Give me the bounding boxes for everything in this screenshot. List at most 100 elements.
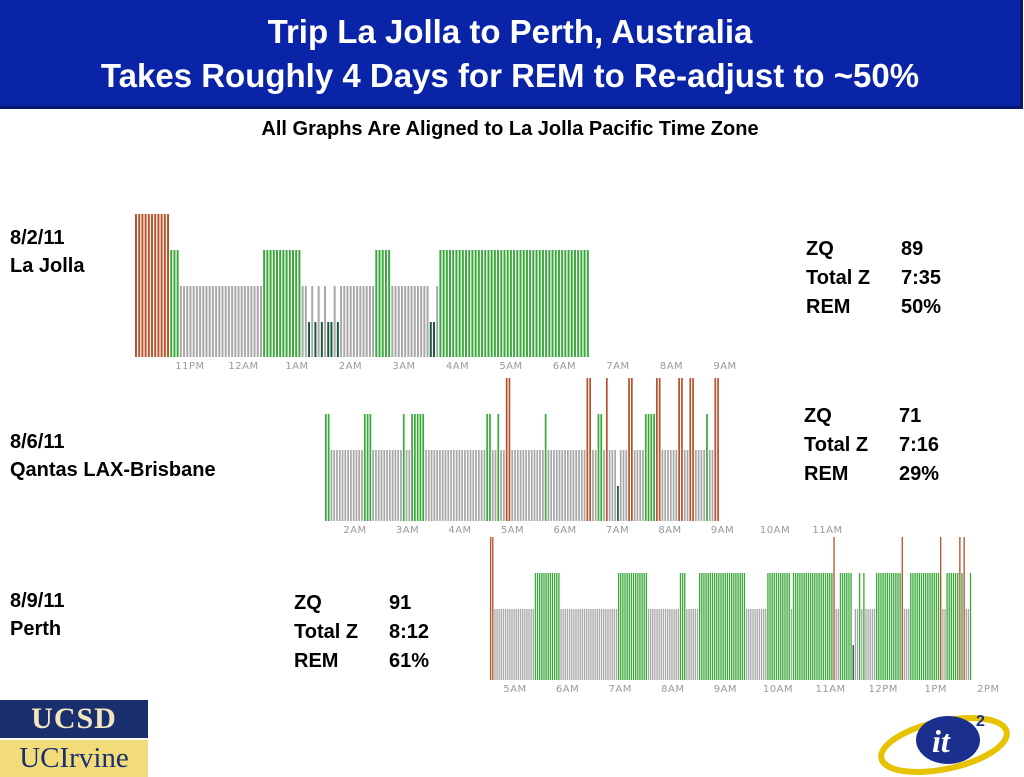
title-banner: Trip La Jolla to Perth, Australia Takes … [0,0,1023,109]
light-sleep-bar [603,450,605,521]
rem-bar [468,250,471,357]
rem-bar [839,573,842,680]
light-sleep-bar [686,609,688,680]
time-tick-label: 12AM [228,361,258,372]
wake-bar [586,378,589,521]
light-sleep-bar [594,609,596,680]
rem-bar [557,250,560,357]
rem-bar [327,414,330,521]
light-sleep-bar [686,450,689,521]
light-sleep-bar [186,286,189,357]
rem-bar [298,250,301,357]
rem-bar [519,250,522,357]
rem-bar [799,573,801,680]
rem-bar [626,573,628,680]
light-sleep-bar [605,609,607,680]
wake-bar [628,378,630,521]
rem-bar [720,573,722,680]
rem-bar [814,573,816,680]
time-tick-label: 11AM [815,684,845,695]
time-tick-label: 9AM [711,525,734,536]
light-sleep-bar [247,286,250,357]
rem-bar [878,573,880,680]
light-sleep-bar [503,450,505,521]
rem-bar [465,250,468,357]
rem-bar [893,573,895,680]
rem-value: 61% [389,650,430,672]
rem-bar [850,573,852,680]
light-sleep-bar [394,450,397,521]
light-sleep-bar [692,609,694,680]
rem-bar [650,414,653,521]
light-sleep-bar [708,450,711,521]
light-sleep-bar [690,609,692,680]
rem-bar [775,573,778,680]
light-sleep-bar [224,286,227,357]
rem-bar [630,573,633,680]
rem-bar [647,414,650,521]
hypnogram-night-2: 2AM 3AM 4AM 5AM 6AM 7AM 8AM 9AM 10AM 11AM [325,378,842,536]
rem-bar [910,573,912,680]
light-sleep-bar [583,450,586,521]
light-sleep-bar [383,450,386,521]
light-sleep-bar [427,450,430,521]
rem-bar [573,250,576,357]
rem-bar [497,250,500,357]
light-sleep-bar [639,450,642,521]
rem-bar [411,414,413,521]
rem-bar [474,250,477,357]
rem-label: REM [806,296,851,318]
wake-bar [714,378,717,521]
rem-bar [539,573,541,680]
light-sleep-bar [790,609,793,680]
deep-sleep-bar [336,322,339,357]
light-sleep-bar [521,609,524,680]
rem-bar [713,573,716,680]
total-z-value: 7:16 [899,434,940,456]
wake-bar [630,378,633,521]
light-sleep-bar [491,450,494,521]
light-sleep-bar [208,286,211,357]
light-sleep-bar [405,450,408,521]
rem-bar [735,573,737,680]
it2-logo: it 2 [878,713,1010,775]
light-sleep-bar [667,609,669,680]
light-sleep-bar [179,286,182,357]
rem-bar [705,573,707,680]
wake-bar [505,378,508,521]
rem-bar [622,573,624,680]
wake-bar [678,378,680,521]
light-sleep-bar [514,450,516,521]
rem-bar [486,414,489,521]
light-sleep-bar [517,609,520,680]
rem-bar [822,573,825,680]
rem-bar [458,250,461,357]
rem-bar [824,573,827,680]
time-tick-label: 6AM [553,361,576,372]
rem-bar [858,573,861,680]
time-tick-label: 9AM [714,684,737,695]
rem-value: 50% [901,296,942,318]
rem-bar [637,573,639,680]
time-tick-label: 8AM [658,525,681,536]
light-sleep-bar [227,286,230,357]
light-sleep-bar [550,450,553,521]
light-sleep-bar [865,609,867,680]
light-sleep-bar [498,609,500,680]
light-sleep-bar [533,450,536,521]
light-sleep-bar [240,286,243,357]
wake-bar [508,378,511,521]
light-sleep-bar [400,286,403,357]
light-sleep-bar [439,450,441,521]
rem-bar [716,573,718,680]
time-tick-label: 5AM [501,525,524,536]
light-sleep-bar [647,609,650,680]
rem-bar [439,250,442,357]
light-sleep-bar [461,450,464,521]
light-sleep-bar [397,450,400,521]
wake-bar [656,378,658,521]
deep-sleep-bar [852,645,854,680]
rem-bar [918,573,920,680]
light-sleep-bar [942,609,944,680]
time-tick-label: 1PM [925,684,948,695]
